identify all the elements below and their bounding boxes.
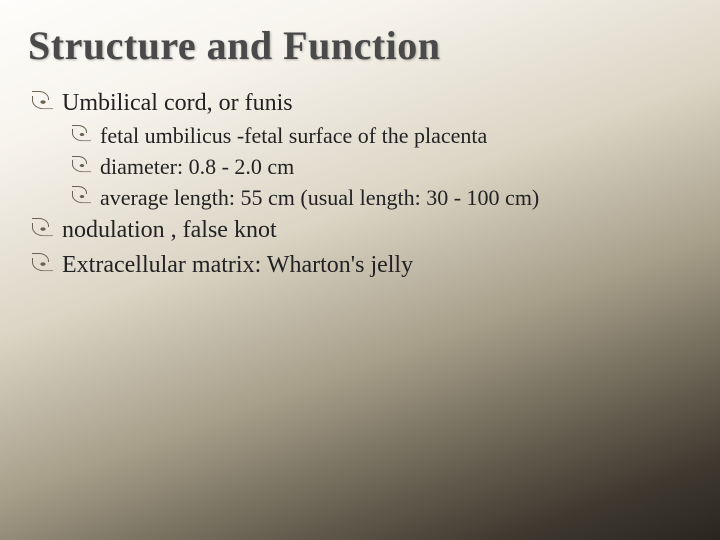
bullet-item: Umbilical cord, or funis fetal umbilicus… [28,87,690,212]
bullet-text: Umbilical cord, or funis [62,90,293,116]
slide-title: Structure and Function [28,22,690,69]
bullet-text: nodulation , false knot [62,217,277,243]
bullet-item: nodulation , false knot [28,214,690,246]
bullet-text: average length: 55 cm (usual length: 30 … [100,185,539,210]
bullet-text: diameter: 0.8 - 2.0 cm [100,154,294,179]
bullet-text: fetal umbilicus -fetal surface of the pl… [100,123,487,148]
slide: Structure and Function Umbilical cord, o… [0,0,720,540]
bullet-item: fetal umbilicus -fetal surface of the pl… [70,121,690,151]
bullet-item: average length: 55 cm (usual length: 30 … [70,183,690,213]
bullet-list-lvl2: fetal umbilicus -fetal surface of the pl… [70,121,690,212]
bullet-list-lvl1: Umbilical cord, or funis fetal umbilicus… [28,87,690,281]
bullet-item: Extracellular matrix: Wharton's jelly [28,249,690,281]
bullet-text: Extracellular matrix: Wharton's jelly [62,252,413,278]
bullet-item: diameter: 0.8 - 2.0 cm [70,152,690,182]
